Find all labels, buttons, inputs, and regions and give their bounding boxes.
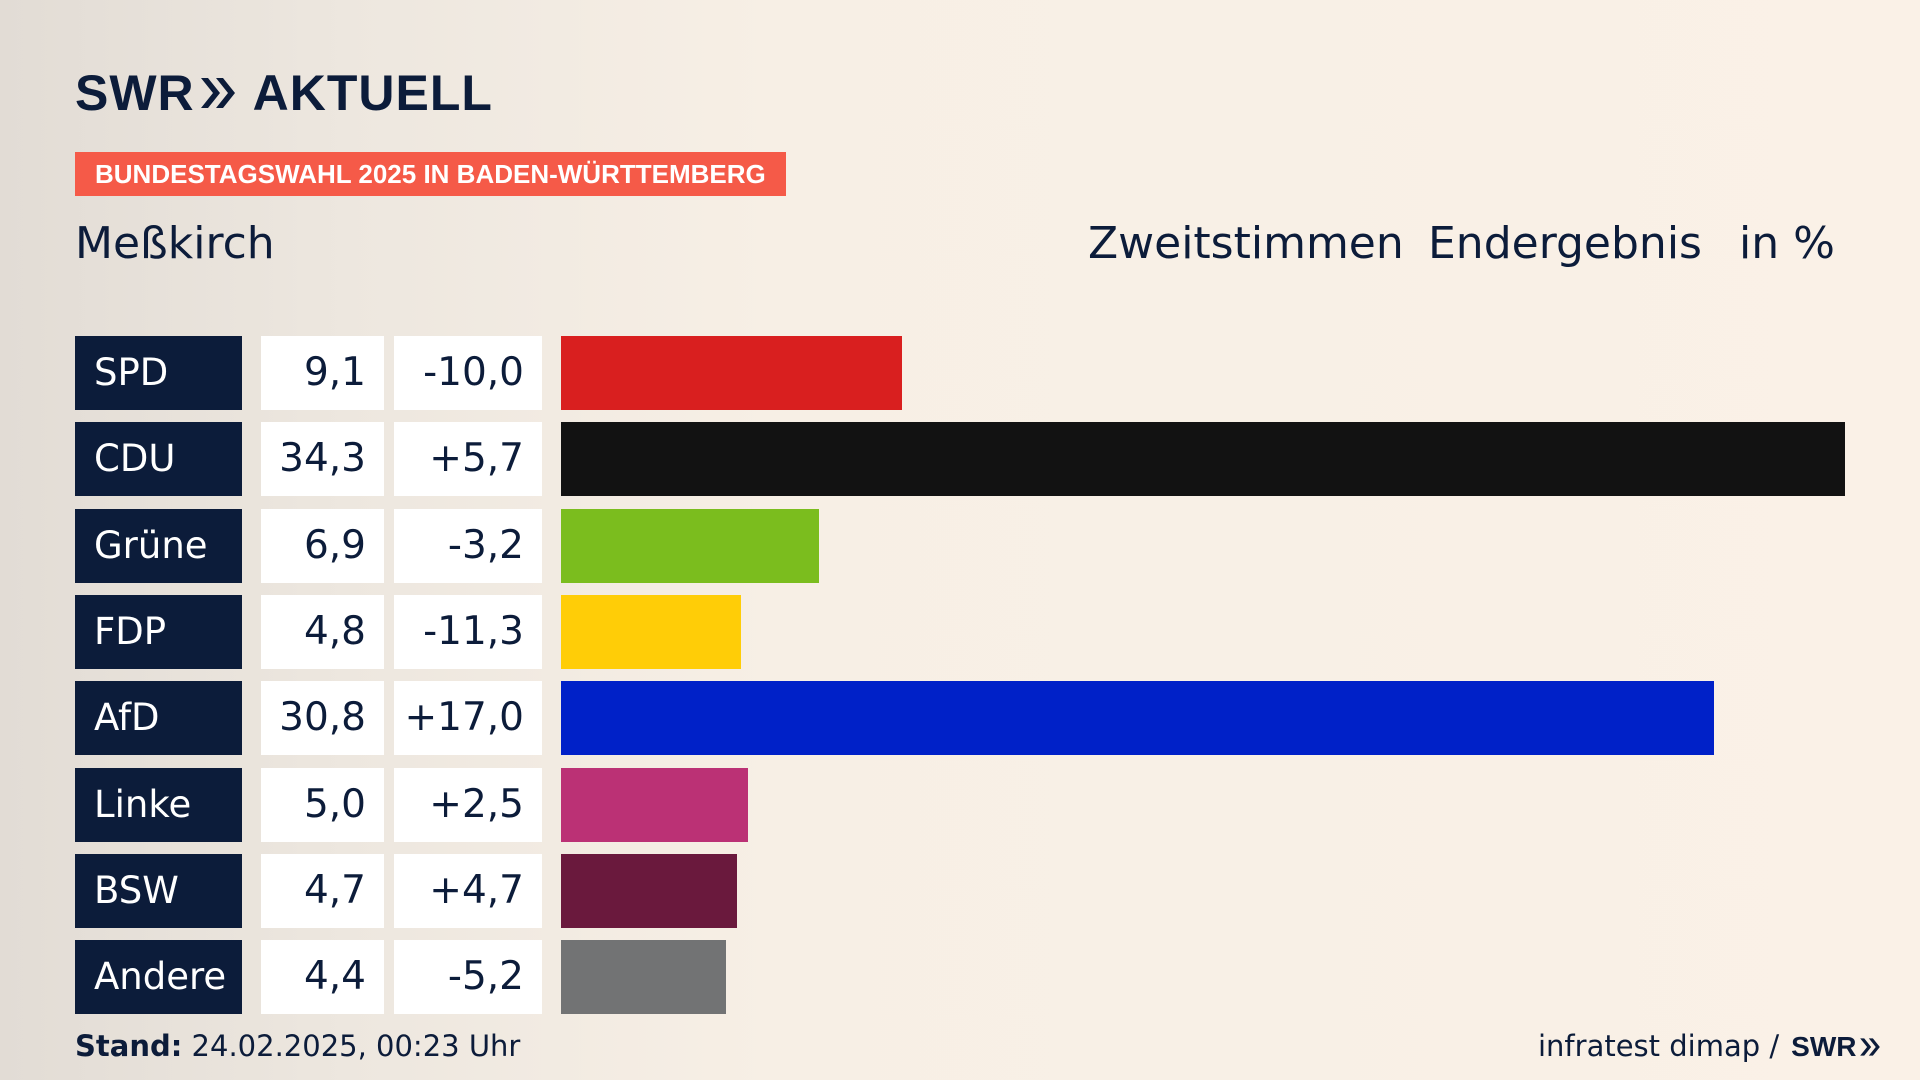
- swr-aktuell-logo: SWR AKTUELL: [75, 68, 493, 118]
- value-label-linke: 5,0: [261, 768, 384, 842]
- change-label-spd: -10,0: [394, 336, 542, 410]
- election-banner: BUNDESTAGSWAHL 2025 IN BADEN-WÜRTTEMBERG: [75, 152, 786, 196]
- header-endergebnis: Endergebnis: [1428, 218, 1702, 269]
- change-label-linke: +2,5: [394, 768, 542, 842]
- value-label-spd: 9,1: [261, 336, 384, 410]
- party-label-linke: Linke: [75, 768, 242, 842]
- bar-linke: [561, 768, 748, 842]
- chevron-right-icon: [199, 76, 237, 110]
- brand-swr: SWR: [75, 65, 195, 121]
- value-label-afd: 30,8: [261, 681, 384, 755]
- footer-source: infratest dimap / SWR: [1538, 1032, 1881, 1061]
- change-label-andere: -5,2: [394, 940, 542, 1014]
- value-label-fdp: 4,8: [261, 595, 384, 669]
- change-label-afd: +17,0: [394, 681, 542, 755]
- party-label-fdp: FDP: [75, 595, 242, 669]
- footer-stand: Stand: 24.02.2025, 00:23 Uhr: [75, 1032, 520, 1061]
- stand-value: 24.02.2025, 00:23 Uhr: [191, 1029, 521, 1063]
- change-label-bsw: +4,7: [394, 854, 542, 928]
- location-title: Meßkirch: [75, 218, 275, 269]
- swr-mini-logo: SWR: [1791, 1030, 1881, 1062]
- bar-grne: [561, 509, 819, 583]
- bar-fdp: [561, 595, 741, 669]
- brand-aktuell: AKTUELL: [252, 65, 493, 121]
- change-label-cdu: +5,7: [394, 422, 542, 496]
- header-zweitstimmen: Zweitstimmen: [1088, 218, 1404, 269]
- bar-cdu: [561, 422, 1845, 496]
- party-label-bsw: BSW: [75, 854, 242, 928]
- header-unit: in %: [1739, 218, 1835, 269]
- value-label-bsw: 4,7: [261, 854, 384, 928]
- change-label-grne: -3,2: [394, 509, 542, 583]
- value-label-andere: 4,4: [261, 940, 384, 1014]
- party-label-andere: Andere: [75, 940, 242, 1014]
- bar-spd: [561, 336, 902, 410]
- source-brand: SWR: [1791, 1030, 1857, 1062]
- bar-andere: [561, 940, 726, 1014]
- value-label-cdu: 34,3: [261, 422, 384, 496]
- party-label-spd: SPD: [75, 336, 242, 410]
- value-label-grne: 6,9: [261, 509, 384, 583]
- party-label-cdu: CDU: [75, 422, 242, 496]
- party-label-grne: Grüne: [75, 509, 242, 583]
- change-label-fdp: -11,3: [394, 595, 542, 669]
- source-text: infratest dimap /: [1538, 1029, 1780, 1063]
- bar-afd: [561, 681, 1714, 755]
- party-label-afd: AfD: [75, 681, 242, 755]
- bar-bsw: [561, 854, 737, 928]
- stand-label: Stand:: [75, 1029, 183, 1063]
